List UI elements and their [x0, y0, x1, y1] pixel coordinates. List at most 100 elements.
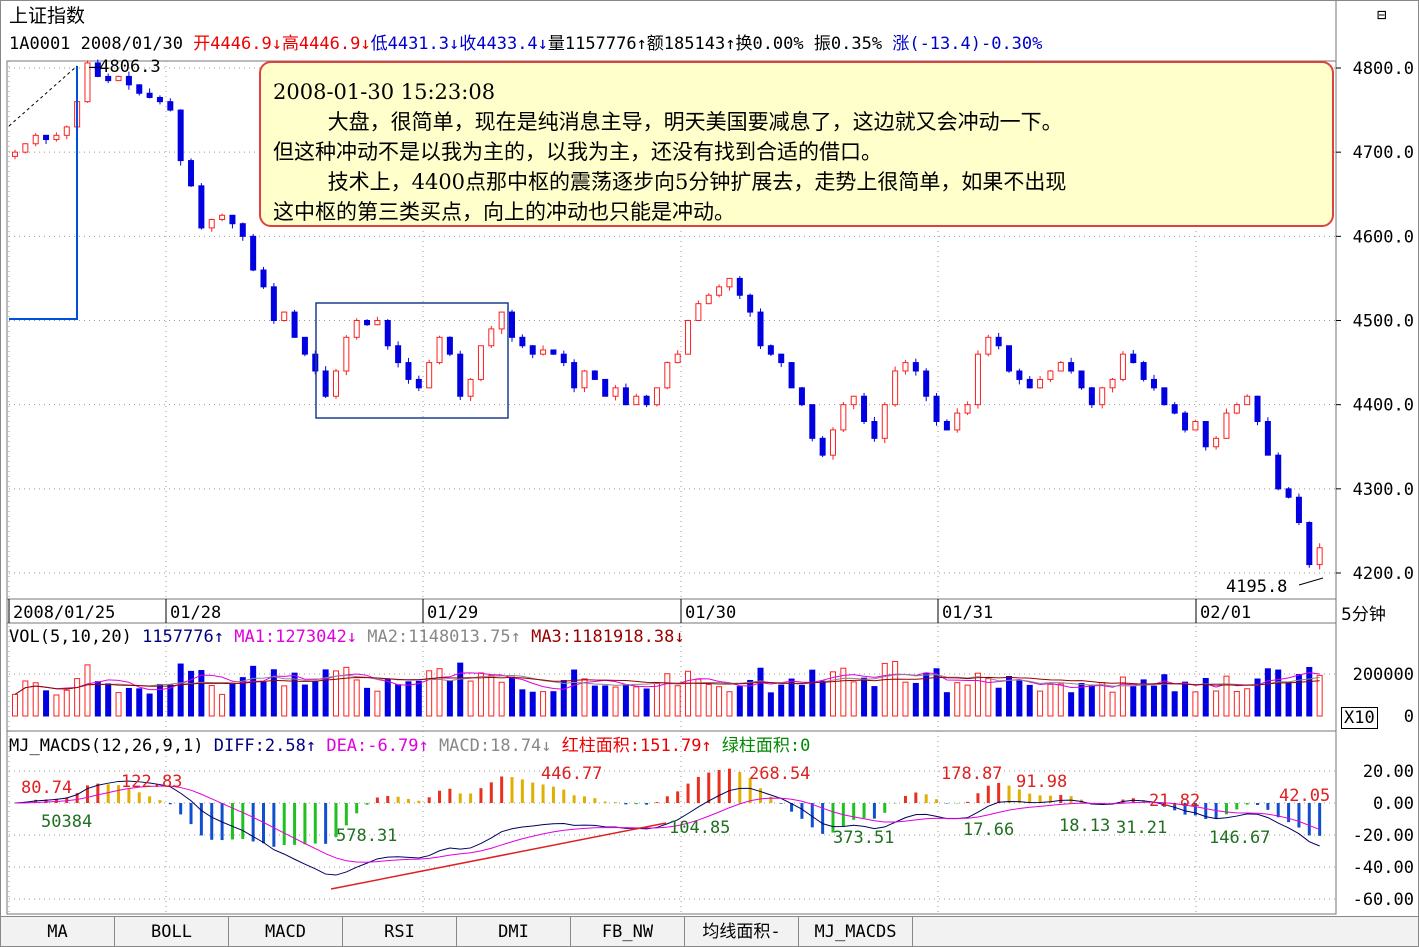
volume-bar: [250, 665, 257, 717]
candle: [364, 320, 371, 326]
candle: [332, 370, 339, 397]
candle: [63, 126, 70, 136]
macd-histogram-bar: [117, 785, 121, 803]
volume-bar: [591, 685, 598, 717]
candle: [1316, 547, 1323, 566]
vol-title: VOL(5,10,20): [9, 627, 132, 647]
candle: [1047, 370, 1054, 380]
macd-histogram-bar: [748, 778, 752, 803]
indicator-tab[interactable]: BOLL: [115, 917, 229, 946]
candle: [1016, 370, 1023, 380]
diff-line: [14, 780, 1320, 876]
macd-histogram-bar: [137, 792, 141, 803]
candle: [1295, 496, 1302, 523]
macd-histogram-bar: [230, 803, 234, 840]
candle: [881, 404, 888, 439]
volume: 量1157776↑: [547, 34, 647, 54]
macd-histogram-bar: [127, 788, 131, 803]
window-toggle-icon[interactable]: ⊟: [1377, 5, 1387, 24]
candle: [736, 277, 743, 296]
indicator-tab[interactable]: DMI: [457, 917, 571, 946]
candle: [871, 421, 878, 439]
vol-tick-label: 0: [1404, 707, 1414, 727]
volume-bar: [498, 681, 505, 717]
candle: [291, 311, 298, 338]
candle: [270, 286, 277, 322]
turnover: 换0.00%: [735, 34, 804, 54]
macd-red-label: 178.87: [941, 764, 1002, 784]
macd-green-label: 104.85: [669, 818, 730, 838]
volume-bar: [788, 678, 795, 717]
candle: [167, 101, 174, 111]
candle: [1254, 395, 1261, 422]
amplitude: 振0.35%: [813, 34, 883, 54]
macd-histogram-bar: [1038, 795, 1042, 803]
macd-tick-label: -20.00: [1353, 826, 1414, 846]
macd-histogram-bar: [634, 803, 638, 805]
volume-bar: [1057, 683, 1064, 717]
candle: [415, 378, 422, 389]
x-tick-label: 01/31: [942, 603, 993, 623]
macd-histogram-bar: [1307, 803, 1311, 836]
candle: [1130, 353, 1137, 364]
candle: [1078, 370, 1085, 389]
volume-bar: [829, 671, 836, 717]
volume-bar: [964, 684, 971, 717]
volume-bar: [1088, 684, 1095, 717]
y-tick-label: 4400.0: [1353, 396, 1414, 416]
volume-bar: [1099, 681, 1106, 717]
volume-bar: [322, 669, 329, 717]
volume-bar: [705, 684, 712, 717]
candle: [695, 303, 702, 321]
macd-histogram-bar: [334, 803, 338, 838]
macd-histogram-bar: [189, 803, 193, 825]
macd-histogram-bar: [862, 803, 866, 819]
volume-bar: [415, 680, 422, 717]
macd-histogram-bar: [406, 798, 410, 803]
macd-green-label: 50384: [41, 812, 92, 832]
macd-histogram-bar: [282, 803, 286, 846]
macd-histogram-bar: [551, 786, 555, 803]
volume-bar: [1264, 668, 1271, 717]
candle: [1192, 421, 1199, 431]
volume-bar: [1119, 676, 1126, 717]
volume-bar: [188, 670, 195, 717]
volume-bar: [933, 668, 940, 717]
indicator-tab[interactable]: FB_NW: [571, 917, 685, 946]
volume-bar: [436, 668, 443, 717]
macd-histogram-bar: [1173, 803, 1177, 811]
indicator-tab[interactable]: MJ_MACDS: [799, 917, 913, 946]
candle: [22, 143, 29, 153]
volume-bar: [94, 681, 101, 717]
candle: [1223, 412, 1230, 439]
volume-bar: [477, 672, 484, 717]
candle: [1037, 378, 1044, 389]
macd-green-label: 31.21: [1116, 818, 1167, 838]
candle: [850, 395, 857, 406]
volume-bar: [1233, 690, 1240, 717]
candle: [498, 311, 505, 330]
prev-close-line: [9, 66, 78, 320]
volume-bar: [1202, 677, 1209, 717]
x-tick-label: 01/28: [170, 603, 221, 623]
candle: [395, 345, 402, 364]
indicator-tab[interactable]: RSI: [343, 917, 457, 946]
macd-histogram-bar: [883, 803, 887, 813]
volume-bar: [1254, 678, 1261, 717]
indicator-tab[interactable]: MA: [1, 917, 115, 946]
volume-bar: [767, 692, 774, 717]
volume-bar: [12, 693, 18, 717]
vol-legend: VOL(5,10,20) 1157776↑ MA1:1273042↓ MA2:1…: [9, 627, 685, 647]
volume-bar: [716, 686, 723, 717]
candle: [43, 134, 50, 141]
macd-histogram-bar: [665, 796, 669, 803]
candle: [146, 92, 153, 98]
indicator-tab[interactable]: 均线面积-: [685, 917, 799, 946]
period-label[interactable]: 5分钟: [1341, 605, 1386, 625]
macd-histogram-bar: [997, 782, 1001, 803]
indicator-tab[interactable]: MACD: [229, 917, 343, 946]
low-pointer: [1298, 577, 1324, 586]
candle: [1233, 404, 1240, 414]
volume-bar: [488, 674, 495, 717]
